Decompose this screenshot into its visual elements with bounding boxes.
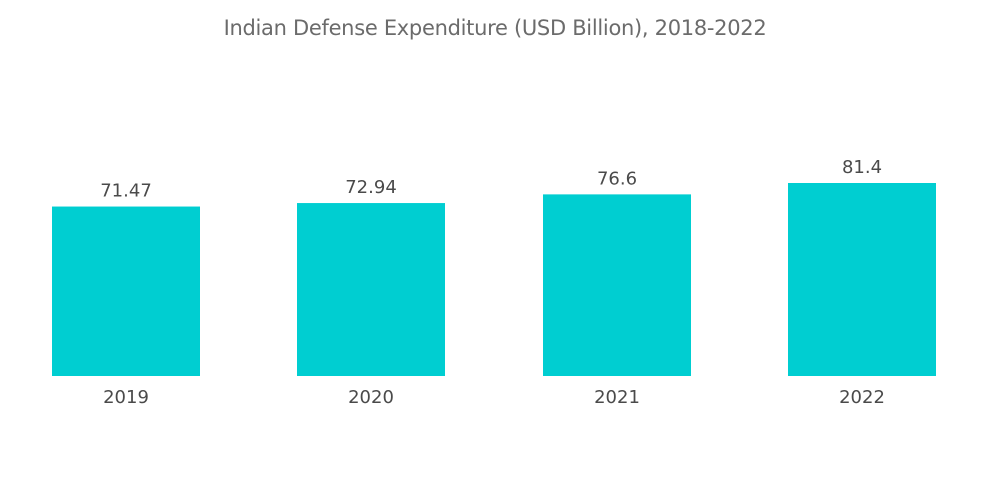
chart-title: Indian Defense Expenditure (USD Billion)… <box>223 16 767 40</box>
data-label-2021: 76.6 <box>597 168 637 189</box>
x-tick-label-2020: 2020 <box>348 387 394 408</box>
bar-2022 <box>788 183 936 376</box>
x-tick-label-2022: 2022 <box>839 387 885 408</box>
bar-2020 <box>297 203 445 376</box>
x-tick-label-2021: 2021 <box>594 387 640 408</box>
data-label-2020: 72.94 <box>345 177 397 198</box>
data-label-2019: 71.47 <box>100 181 152 202</box>
bar-2019 <box>52 206 200 376</box>
data-label-2022: 81.4 <box>842 157 882 178</box>
x-tick-label-2019: 2019 <box>103 387 149 408</box>
bar-2021 <box>543 194 691 376</box>
